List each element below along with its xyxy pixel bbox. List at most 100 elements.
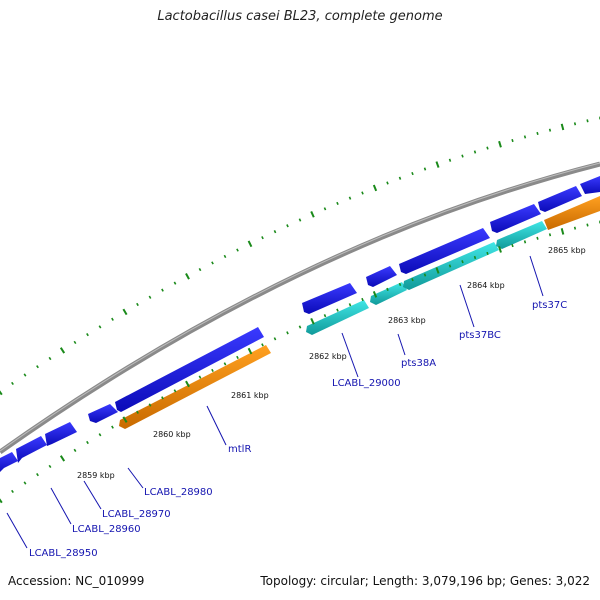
inner-tick [173, 389, 177, 393]
gene-pts38A-arrow[interactable] [306, 300, 369, 335]
outer-tick [148, 295, 152, 299]
outer-tick [247, 240, 253, 248]
outer-tick [473, 150, 477, 154]
outer-tick [423, 167, 427, 171]
gene-pts38A-b-arrow[interactable] [370, 282, 407, 305]
outer-tick [336, 201, 339, 206]
gene-edge-orange-arrow[interactable] [544, 196, 600, 230]
inner-tick [236, 355, 239, 360]
inner-tick [372, 291, 378, 298]
inner-tick [386, 287, 389, 291]
gene-pts37BC-arrow[interactable] [403, 242, 499, 290]
outer-tick [286, 224, 289, 228]
inner-tick [323, 314, 327, 318]
inner-tick [361, 297, 364, 302]
outer-tick [136, 302, 139, 307]
outer-tick [173, 281, 177, 285]
inner-tick [435, 267, 440, 274]
inner-tick [161, 396, 164, 400]
inner-tick [122, 416, 128, 423]
outer-tick [498, 140, 502, 148]
gene-label-LCABL_28960[interactable]: LCABL_28960 [72, 524, 141, 535]
gene-label-pts37C[interactable]: pts37C [532, 300, 567, 311]
outer-tick [398, 176, 402, 180]
outer-tick [560, 123, 565, 131]
inner-tick [498, 246, 502, 253]
outer-tick [111, 317, 114, 321]
gene-pts37C-fwd-arrow[interactable] [490, 204, 541, 233]
inner-tick [98, 433, 102, 437]
gene-label-mtlR[interactable]: mtlR [228, 444, 251, 455]
outer-tick [348, 196, 352, 200]
gene-label-LCABL_29000[interactable]: LCABL_29000 [332, 378, 401, 389]
outer-tick [461, 154, 464, 158]
tick-label-2860: 2860 kbp [153, 430, 191, 439]
inner-tick [486, 251, 489, 255]
inner-tick [411, 278, 414, 282]
outer-scale-dots [0, 116, 600, 396]
inner-tick [111, 425, 114, 429]
inner-scale-dots [0, 220, 600, 504]
inner-tick [310, 317, 315, 325]
gene-pts38A-fwd-arrow[interactable] [366, 266, 397, 287]
outer-tick [223, 254, 227, 259]
inner-tick [523, 240, 527, 244]
inner-tick [536, 236, 539, 240]
outer-tick [59, 347, 66, 354]
gene-label-LCABL_28970[interactable]: LCABL_28970 [102, 509, 171, 520]
outer-tick [586, 119, 589, 123]
leader-LCABL_28950 [6, 512, 28, 549]
outer-tick [411, 171, 414, 176]
inner-tick [511, 244, 514, 248]
leader-mtlR [206, 405, 227, 446]
gene-pts37C-arrow[interactable] [496, 221, 547, 249]
inner-tick [286, 331, 289, 335]
gene-edge2-arrow[interactable] [580, 176, 600, 194]
gene-label-LCABL_28980[interactable]: LCABL_28980 [144, 487, 213, 498]
genome-backbone-highlight [0, 162, 600, 452]
inner-tick [273, 337, 277, 341]
inner-tick [298, 325, 302, 329]
gene-edge1-arrow[interactable] [538, 186, 582, 212]
outer-tick [198, 267, 202, 272]
outer-tick [48, 356, 52, 361]
tick-label-2859: 2859 kbp [77, 471, 115, 480]
gene-LCABL_28980a-arrow[interactable] [88, 404, 118, 423]
gene-label-pts38A[interactable]: pts38A [401, 358, 436, 369]
outer-tick [122, 308, 128, 316]
inner-tick [398, 282, 402, 287]
outer-tick [273, 230, 277, 234]
inner-tick [461, 260, 464, 264]
leader-LCABL_28960 [50, 487, 72, 525]
inner-tick [86, 440, 89, 445]
inner-tick [148, 403, 152, 407]
gene-label-LCABL_28950[interactable]: LCABL_28950 [29, 548, 98, 559]
gene-LCABL_28950-arrow[interactable] [0, 452, 18, 474]
outer-tick [523, 135, 527, 139]
inner-tick [59, 455, 66, 462]
accession-text: Accession: NC_010999 [8, 574, 145, 588]
outer-tick [98, 325, 102, 329]
inner-tick [11, 489, 14, 494]
inner-tick [348, 303, 352, 307]
outer-tick [310, 211, 315, 218]
gene-label-pts37BC[interactable]: pts37BC [459, 330, 501, 341]
tick-label-2864: 2864 kbp [467, 281, 505, 290]
outer-tick [0, 390, 3, 396]
gene-LCABL_28980-arrow[interactable] [115, 327, 264, 412]
inner-tick [586, 223, 589, 227]
gene-mtlR-arrow[interactable] [119, 345, 271, 429]
outer-tick [261, 236, 264, 240]
outer-tick [23, 373, 27, 377]
inner-tick [548, 233, 552, 237]
gene-pts37BC-fwd-arrow[interactable] [399, 228, 490, 274]
inner-tick [36, 473, 39, 477]
leader-LCABL_29000 [341, 332, 359, 378]
gene-LCABL_29000-arrow[interactable] [302, 283, 357, 314]
tick-label-2865: 2865 kbp [548, 246, 586, 255]
leader-pts37C [529, 255, 544, 297]
gene-LCABL_28960-arrow[interactable] [16, 436, 47, 463]
gene-LCABL_28970-arrow[interactable] [45, 422, 77, 446]
outer-tick [536, 131, 539, 136]
outer-tick [435, 161, 440, 168]
